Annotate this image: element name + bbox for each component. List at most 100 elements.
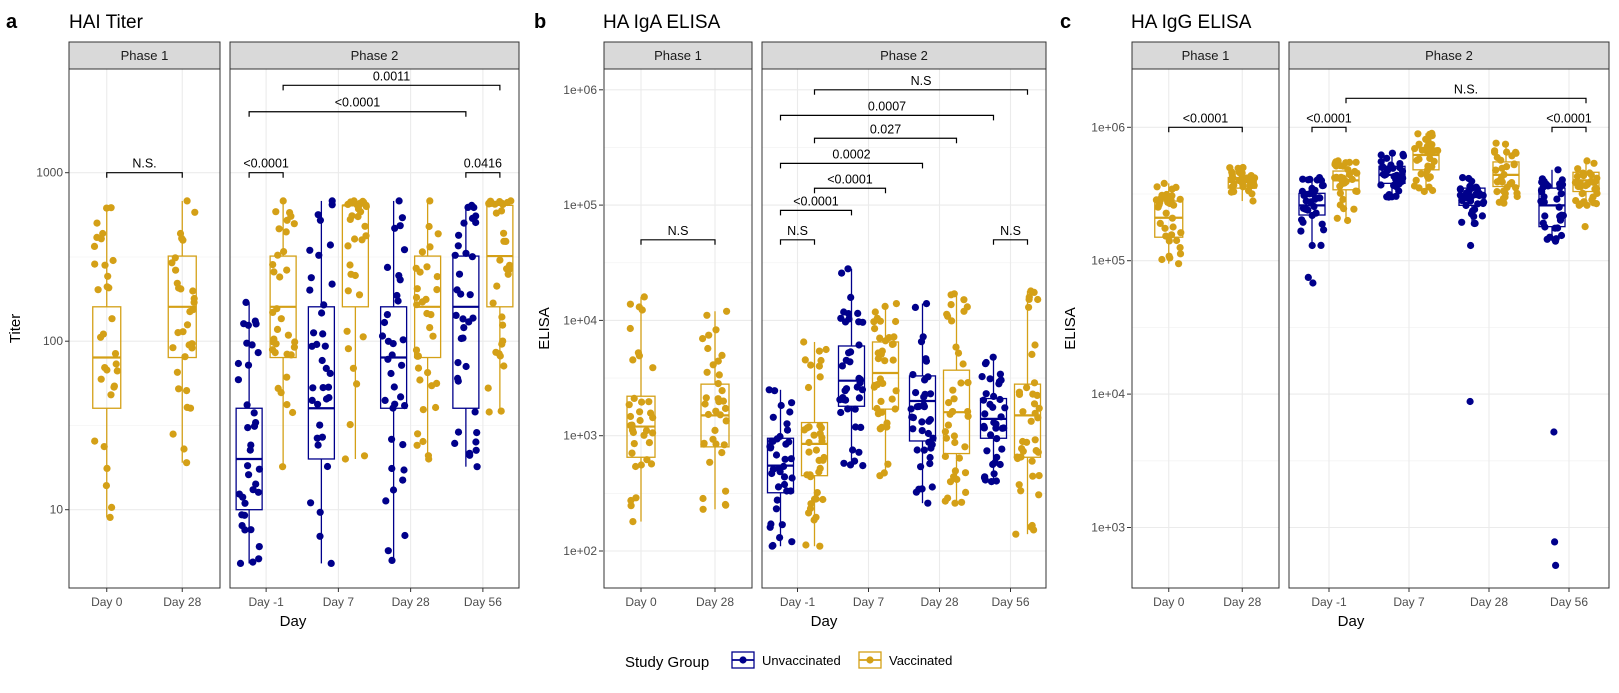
data-point	[1513, 192, 1521, 201]
data-point	[958, 498, 966, 506]
data-point	[328, 201, 336, 209]
data-point	[238, 511, 246, 519]
facet-strip	[1131, 41, 1280, 70]
box-unvaccinated	[451, 201, 481, 471]
data-point	[106, 513, 114, 522]
data-point	[1342, 159, 1350, 167]
data-point	[706, 458, 714, 466]
data-point	[499, 337, 507, 345]
data-point	[320, 301, 328, 309]
data-point	[980, 474, 989, 482]
data-point	[413, 441, 421, 449]
data-point	[468, 214, 477, 222]
data-point	[815, 362, 824, 370]
data-point	[1458, 218, 1466, 226]
x-tick-label: Day 7	[1393, 595, 1425, 609]
data-point	[920, 446, 928, 454]
data-point	[1580, 172, 1588, 180]
data-point	[649, 414, 657, 422]
data-point	[107, 391, 115, 399]
data-point	[454, 428, 463, 436]
box-vaccinated	[167, 197, 199, 467]
panel-letter: c	[1060, 11, 1071, 33]
data-point	[400, 246, 409, 254]
data-point	[912, 389, 920, 397]
data-point	[780, 473, 789, 481]
data-point	[951, 438, 959, 447]
data-point	[344, 287, 352, 295]
data-point	[911, 303, 920, 311]
data-point	[1028, 457, 1036, 465]
data-point	[401, 402, 409, 410]
data-point	[769, 541, 777, 550]
box-vaccinated	[625, 293, 657, 526]
data-point	[183, 197, 191, 205]
data-point	[344, 345, 352, 353]
data-point	[1353, 169, 1361, 177]
data-point	[307, 274, 315, 282]
data-point	[701, 400, 709, 408]
data-point	[632, 462, 640, 471]
data-point	[778, 521, 786, 529]
data-point	[920, 403, 929, 411]
data-point	[946, 478, 955, 486]
bracket-line	[465, 172, 501, 178]
data-point	[963, 303, 971, 311]
data-point	[805, 448, 813, 456]
box-vaccinated	[800, 338, 830, 550]
significance-bracket: 0.0416	[464, 157, 502, 178]
data-point	[986, 375, 994, 383]
data-point	[1389, 164, 1397, 172]
data-point	[783, 487, 791, 495]
data-point	[277, 315, 285, 323]
data-point	[1239, 183, 1247, 191]
data-point	[957, 379, 965, 387]
y-axis-title: ELISA	[536, 307, 553, 350]
data-point	[699, 335, 707, 343]
data-point	[319, 330, 327, 338]
data-point	[172, 266, 180, 274]
data-point	[283, 266, 291, 274]
data-point	[307, 499, 315, 507]
data-point	[700, 440, 708, 448]
box-vaccinated	[1491, 139, 1521, 207]
data-point	[189, 306, 197, 314]
data-point	[1424, 174, 1433, 182]
x-axis-title: Day	[1338, 613, 1365, 630]
data-point	[1333, 214, 1341, 222]
data-point	[291, 338, 299, 346]
box-vaccinated	[484, 197, 515, 416]
data-point	[947, 291, 955, 299]
significance-bracket: N.S	[992, 224, 1029, 245]
data-point	[699, 494, 707, 503]
data-point	[387, 369, 395, 378]
data-point	[500, 362, 508, 370]
data-point	[918, 427, 926, 435]
panel-border	[761, 68, 1047, 589]
data-point	[1035, 472, 1043, 480]
data-point	[876, 425, 885, 433]
data-point	[913, 446, 921, 454]
data-point	[113, 367, 121, 375]
data-point	[871, 325, 879, 333]
data-point	[636, 408, 644, 416]
data-point	[817, 356, 825, 365]
data-point	[645, 439, 654, 447]
significance-bracket: <0.0001	[813, 172, 887, 194]
data-point	[383, 311, 391, 319]
legend-label: Vaccinated	[889, 653, 952, 668]
data-point	[349, 364, 357, 372]
data-point	[909, 425, 917, 433]
data-point	[419, 406, 427, 414]
y-tick-label: 1e+03	[563, 429, 597, 443]
data-point	[773, 496, 781, 504]
data-point	[433, 273, 441, 281]
data-point	[959, 360, 967, 368]
data-point	[414, 430, 422, 438]
data-point	[1580, 198, 1588, 206]
data-point	[104, 272, 112, 280]
data-point	[1249, 197, 1257, 205]
data-point	[383, 263, 392, 271]
data-point	[998, 445, 1006, 453]
data-point	[1540, 198, 1548, 206]
